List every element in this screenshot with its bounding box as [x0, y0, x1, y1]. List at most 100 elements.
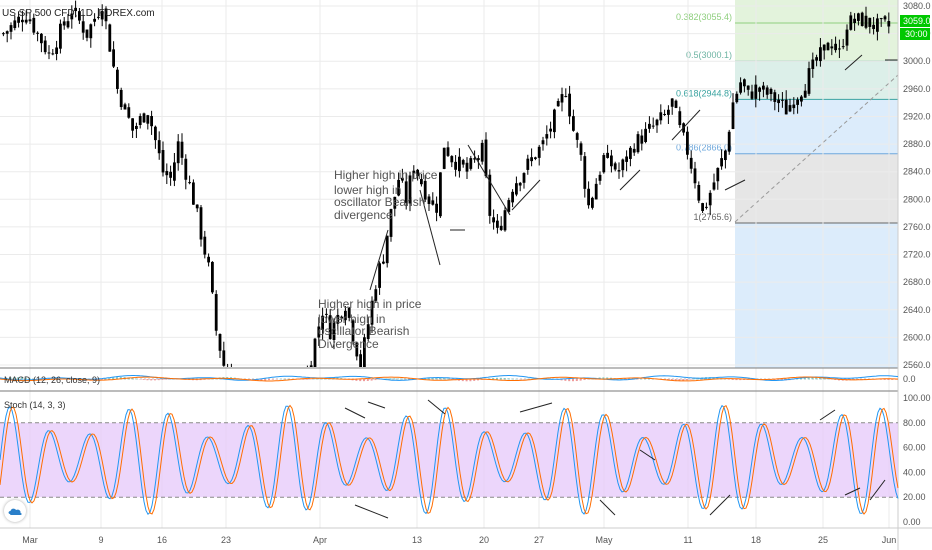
candle-body: [416, 169, 419, 177]
candle-body: [81, 21, 85, 33]
macd-histogram-bar: [477, 379, 479, 381]
macd-histogram-bar: [530, 378, 533, 380]
candle-body: [55, 47, 58, 54]
candle-body: [249, 381, 252, 397]
candle-body: [762, 85, 765, 90]
lower-divergence-note-line-1[interactable]: Higher high in price: [318, 297, 422, 311]
stoch-label[interactable]: Stoch (14, 3, 3): [4, 400, 66, 410]
macd-histogram-bar: [826, 378, 829, 380]
time-axis[interactable]: Mar 9 16 23 Apr 13 20 27 May 11 18 25 Jun: [22, 535, 896, 545]
candle-body: [549, 128, 552, 132]
macd-histogram-bar: [735, 379, 738, 381]
macd-histogram-bar: [803, 377, 806, 380]
candle-body: [606, 152, 609, 158]
stoch-divergence-line: [639, 449, 656, 461]
macd-histogram-bar: [811, 377, 814, 380]
macd-histogram-bar: [32, 378, 35, 380]
lower-divergence-note-line-3[interactable]: oscillator Bearish: [318, 324, 409, 338]
cloud-icon: [8, 508, 22, 515]
time-tick-label: Jun: [882, 535, 897, 545]
time-tick-label: 23: [221, 535, 231, 545]
candle-body: [841, 46, 845, 48]
macd-histogram-bar: [161, 379, 164, 380]
candle-body: [640, 135, 644, 144]
price-tick-label: 2560.0: [903, 360, 931, 370]
macd-histogram-bar: [154, 379, 156, 381]
macd-histogram-bar: [807, 377, 810, 380]
time-tick-label: 16: [157, 535, 167, 545]
stoch-axis[interactable]: 100.00 80.00 60.00 40.00 20.00 0.00: [903, 393, 931, 527]
candle-body: [659, 112, 663, 121]
candle-body: [545, 134, 549, 139]
macd-histogram-bar: [24, 377, 27, 380]
candle-body: [59, 23, 62, 49]
candle-body: [792, 104, 796, 109]
fib-level-label: 0.5(3000.1): [686, 50, 732, 60]
fibonacci-retracement[interactable]: 0.382(3055.4) 0.5(3000.1) 0.618(2944.8) 0.7…: [676, 0, 899, 368]
price-axis[interactable]: 3080.03040.03000.02960.02920.02880.02840…: [903, 1, 931, 370]
macd-histogram-bar: [648, 378, 650, 380]
candle-body: [43, 40, 47, 53]
candle-body: [784, 99, 788, 115]
upper-divergence-note-line-4[interactable]: divergence: [334, 208, 393, 222]
candle-body: [74, 7, 77, 12]
macd-histogram-bar: [146, 379, 149, 381]
macd-histogram-bar: [116, 377, 118, 380]
macd-histogram-bar: [834, 379, 837, 381]
lower-divergence-note-line-4[interactable]: Divergence: [318, 337, 379, 351]
candle-body: [226, 368, 229, 374]
candle-body: [503, 210, 507, 231]
candle-body: [629, 147, 632, 159]
upper-divergence-note-line-1[interactable]: Higher high in price: [334, 168, 438, 182]
tradingview-logo[interactable]: [4, 500, 26, 522]
candle-body: [234, 380, 237, 387]
candle-body: [727, 131, 731, 152]
price-tick-label: 2880.0: [903, 139, 931, 149]
macd-histogram-bar: [503, 378, 506, 380]
upper-divergence-note-line-2[interactable]: lower high in: [334, 183, 401, 197]
candle-body: [207, 256, 210, 263]
candle-body: [883, 16, 887, 20]
macd-histogram-bar: [891, 379, 894, 380]
macd-histogram-bar: [822, 377, 825, 380]
time-tick-label: 18: [751, 535, 761, 545]
candle-body: [138, 116, 142, 126]
macd-histogram-bar: [800, 378, 802, 380]
candle-body: [211, 261, 214, 293]
macd-label[interactable]: MACD (12, 26, close, 9): [4, 375, 100, 385]
macd-histogram-bar: [317, 378, 320, 380]
macd-histogram-bar: [9, 377, 12, 380]
candle-body: [564, 96, 568, 98]
lower-divergence-note-line-2[interactable]: lower high in: [318, 312, 385, 326]
candle-body: [378, 263, 381, 288]
macd-histogram-bar: [157, 379, 160, 381]
candle-body: [442, 147, 446, 169]
upper-divergence-note-line-3[interactable]: oscillator Bearish: [334, 195, 425, 209]
candle-body: [370, 300, 374, 325]
candle-body: [648, 123, 651, 129]
stoch-divergence-line: [844, 487, 861, 496]
macd-histogram-bar: [819, 377, 821, 380]
candle-body: [454, 161, 457, 170]
macd-histogram-bar: [473, 379, 476, 381]
time-tick-label: 20: [479, 535, 489, 545]
candle-body: [21, 19, 24, 23]
trend-lines[interactable]: [369, 54, 898, 291]
candle-body: [750, 91, 754, 99]
macd-histogram-bar: [28, 378, 31, 380]
candle-body: [423, 180, 427, 200]
symbol-title[interactable]: US SP 500 CFD, 1D, FOREX.com: [2, 8, 155, 19]
candle-body: [458, 156, 461, 172]
macd-histogram-bar: [100, 379, 103, 380]
candle-body: [28, 19, 32, 22]
price-tick-label: 3000.0: [903, 56, 931, 66]
macd-histogram-bar: [370, 379, 373, 381]
stoch-divergence-line: [599, 499, 616, 516]
stoch-divergence-line: [367, 401, 386, 409]
candle-body: [150, 116, 153, 127]
macd-histogram-bar: [150, 379, 153, 381]
candle-body: [705, 206, 708, 208]
time-tick-label: 9: [98, 535, 103, 545]
macd-histogram-bar: [777, 379, 780, 381]
